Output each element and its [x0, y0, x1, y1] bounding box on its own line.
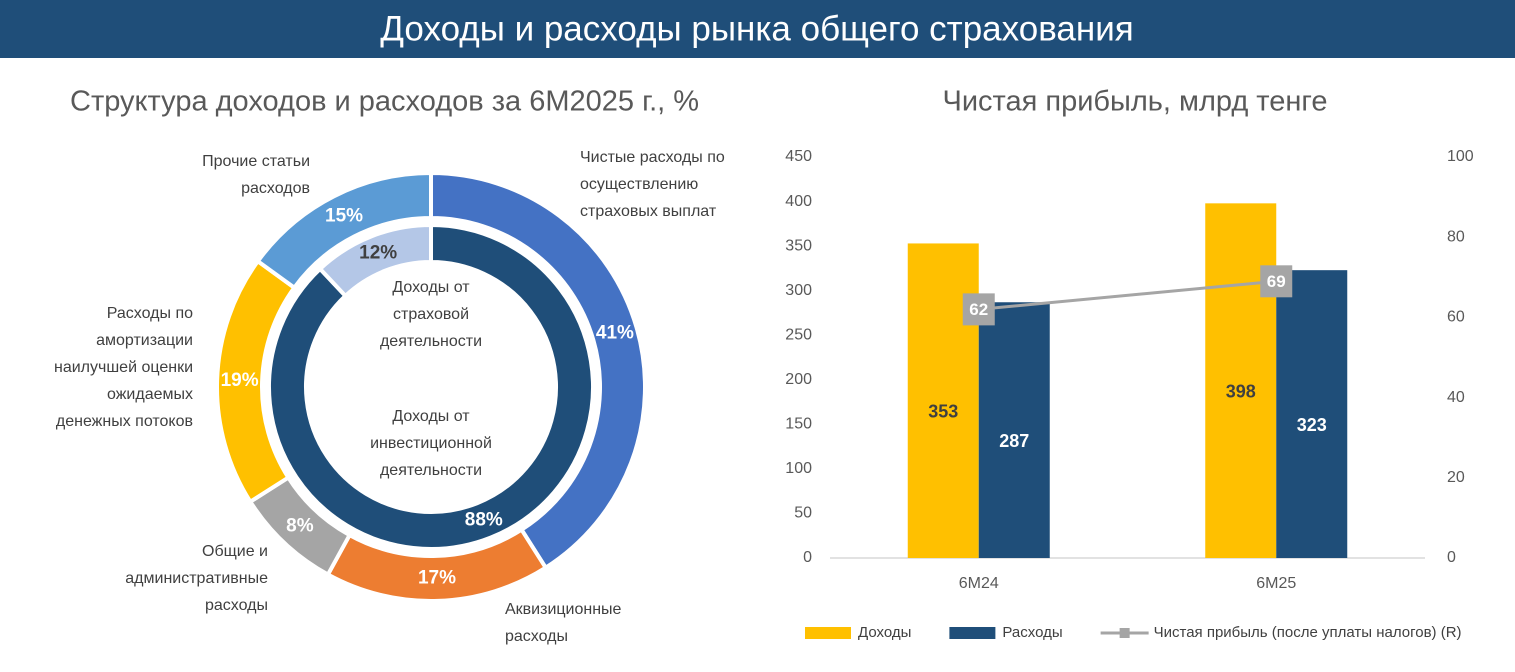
- value-label: 19%: [221, 370, 259, 391]
- y-tick-label: 300: [785, 282, 812, 299]
- value-label: 398: [1226, 381, 1256, 401]
- x-tick-label: 6М25: [1256, 575, 1296, 592]
- label-box: [962, 293, 995, 326]
- legend-symbol: [949, 627, 996, 639]
- value-label: 323: [1297, 415, 1327, 435]
- chart-title: Чистая прибыль, млрд тенге: [943, 86, 1328, 118]
- line: [978, 279, 1277, 311]
- legend-label: Чистая прибыль (после уплаты налогов) (R…: [1154, 624, 1462, 641]
- category-label: Доходы от инвестиционной деятельности: [370, 408, 492, 479]
- y-tick-label: 450: [785, 148, 812, 165]
- value-label: 8%: [286, 516, 314, 537]
- category-label: Прочие статьи расходов: [202, 153, 310, 197]
- category-label: Доходы от страховой деятельности: [379, 279, 483, 350]
- category-label: Аквизиционные расходы: [505, 601, 622, 645]
- label-box: [1260, 265, 1293, 298]
- y-tick-label: 400: [785, 193, 812, 210]
- value-label: 15%: [325, 205, 363, 226]
- y-tick-label: 350: [785, 237, 812, 254]
- value-label: 12%: [359, 243, 397, 264]
- bar: [1276, 270, 1348, 558]
- legend-label: Расходы: [1002, 624, 1062, 641]
- y2-tick-label: 20: [1447, 469, 1465, 486]
- y2-tick-label: 80: [1447, 228, 1465, 245]
- value-label: 41%: [596, 323, 634, 344]
- chart-title: Структура доходов и расходов за 6М2025 г…: [70, 86, 699, 118]
- y-tick-label: 50: [794, 505, 812, 522]
- category-label: Чистые расходы по осуществлению страховы…: [580, 149, 725, 220]
- y2-tick-label: 100: [1447, 148, 1474, 165]
- y-tick-label: 250: [785, 326, 812, 343]
- value-label: 353: [928, 401, 958, 421]
- donut-segment: [255, 170, 433, 291]
- value-label: 62: [969, 300, 988, 319]
- y-tick-label: 100: [785, 460, 812, 477]
- y2-tick-label: 0: [1447, 549, 1456, 566]
- value-label: 88%: [465, 509, 503, 530]
- donut-segment: [429, 170, 647, 571]
- donut-segment: [267, 222, 595, 551]
- page-title: Доходы и расходы рынка общего страховани…: [380, 9, 1133, 48]
- y-tick-label: 150: [785, 416, 812, 433]
- header-bar: [0, 0, 1515, 58]
- value-label: 69: [1267, 272, 1286, 291]
- y-tick-label: 200: [785, 371, 812, 388]
- y2-tick-label: 40: [1447, 389, 1465, 406]
- y2-tick-label: 60: [1447, 309, 1465, 326]
- value-label: 17%: [418, 567, 456, 588]
- category-label: Общие и административные расходы: [125, 543, 268, 614]
- bar: [978, 302, 1050, 558]
- donut-segment: [317, 222, 433, 299]
- legend-symbol: [805, 627, 851, 639]
- x-tick-label: 6М24: [959, 575, 999, 592]
- value-label: 287: [999, 431, 1029, 451]
- legend-symbol: [1119, 628, 1130, 638]
- legend-label: Доходы: [858, 624, 911, 641]
- bar: [1205, 203, 1277, 559]
- y-tick-label: 0: [803, 549, 812, 566]
- category-label: Расходы по амортизации наилучшей оценки …: [53, 305, 193, 430]
